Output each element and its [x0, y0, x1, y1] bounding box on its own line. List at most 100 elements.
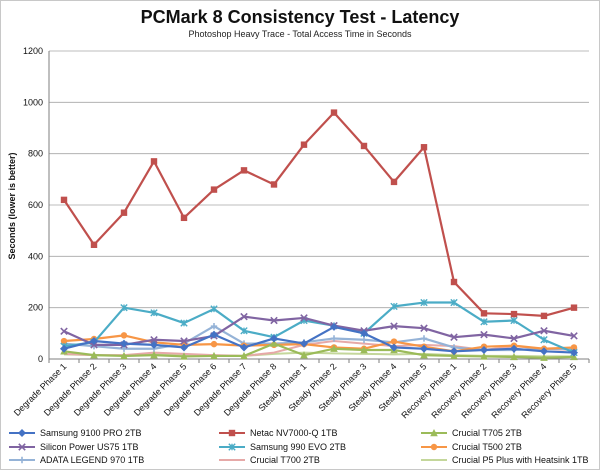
data-point — [420, 344, 428, 353]
data-point — [18, 443, 26, 451]
data-point — [210, 351, 218, 360]
data-point — [270, 316, 278, 325]
data-point — [180, 214, 188, 222]
x-tick-label: Degrade Phase 4 — [102, 361, 159, 418]
data-point — [570, 332, 578, 340]
y-tick-label: 1000 — [23, 97, 43, 107]
series-2 — [60, 109, 578, 320]
data-point — [150, 335, 158, 344]
legend-item: Samsung 990 EVO 2TB — [219, 442, 346, 452]
data-point — [450, 351, 458, 360]
data-point — [240, 167, 248, 174]
series-line — [63, 315, 575, 346]
y-tick-label: 200 — [28, 303, 43, 313]
y-tick-label: 800 — [28, 149, 43, 159]
data-point — [540, 353, 548, 361]
y-tick-label: 600 — [28, 200, 43, 210]
data-point — [480, 346, 488, 355]
data-point — [540, 336, 548, 344]
series-line — [63, 325, 575, 354]
data-point — [120, 303, 128, 312]
legend-label: Netac NV7000-Q 1TB — [250, 428, 338, 438]
data-point — [150, 351, 158, 359]
data-point — [240, 351, 248, 360]
data-point — [150, 309, 158, 317]
data-point — [420, 144, 428, 151]
x-tick-label: Recovery Phase 4 — [489, 361, 548, 420]
y-axis-label: Seconds (lower is better) — [7, 152, 17, 259]
data-point — [300, 339, 308, 348]
data-point — [90, 337, 98, 346]
legend-item: ADATA LEGEND 970 1TB — [9, 455, 144, 465]
data-point — [228, 443, 236, 451]
data-point — [90, 241, 98, 248]
legend-item: Samsung 9100 PRO 2TB — [9, 428, 142, 438]
data-point — [120, 339, 128, 348]
data-point — [480, 310, 488, 317]
data-point — [330, 335, 338, 342]
legend-item: Crucial P5 Plus with Heatsink 1TB — [421, 455, 589, 465]
data-point — [18, 456, 26, 464]
data-point — [540, 312, 548, 320]
data-point — [150, 158, 158, 165]
data-point — [420, 298, 428, 307]
data-point — [180, 337, 188, 345]
data-point — [450, 333, 458, 341]
data-point — [180, 352, 188, 360]
legend-label: Crucial T705 2TB — [452, 428, 522, 438]
data-point — [570, 344, 578, 351]
data-point — [270, 334, 278, 343]
legend-label: Crucial T500 2TB — [452, 442, 522, 452]
data-point — [450, 278, 458, 286]
data-point — [210, 305, 218, 313]
data-point — [360, 336, 368, 343]
data-point — [270, 339, 278, 347]
x-tick-label: Recovery Phase 5 — [519, 361, 578, 420]
legend-item: Crucial T500 2TB — [421, 442, 522, 452]
data-point — [60, 196, 68, 204]
data-point — [18, 429, 26, 437]
data-point — [330, 344, 338, 352]
legend-label: Samsung 990 EVO 2TB — [250, 442, 346, 452]
series-line — [63, 342, 575, 359]
data-point — [450, 347, 458, 356]
x-tick-label: Degrade Phase 1 — [12, 361, 69, 418]
series-line — [63, 301, 575, 354]
x-tick-label: Degrade Phase 5 — [132, 361, 189, 418]
chart-subtitle: Photoshop Heavy Trace - Total Access Tim… — [189, 29, 412, 39]
x-tick-label: Recovery Phase 1 — [399, 361, 458, 420]
data-point — [510, 334, 518, 343]
series-1 — [60, 322, 578, 357]
series-group — [60, 109, 578, 361]
x-tick-label: Degrade Phase 6 — [162, 361, 219, 418]
data-point — [360, 346, 368, 354]
x-tick-label: Degrade Phase 7 — [192, 361, 249, 418]
chart-title: PCMark 8 Consistency Test - Latency — [141, 7, 460, 27]
data-point — [180, 343, 188, 352]
data-point — [510, 352, 518, 361]
legend: Samsung 9100 PRO 2TB Netac NV7000-Q 1TB Cr… — [9, 428, 589, 465]
data-point — [240, 327, 248, 335]
data-point — [228, 429, 236, 437]
data-point — [210, 322, 218, 330]
data-point — [480, 330, 488, 339]
data-point — [240, 312, 248, 321]
data-point — [300, 351, 308, 359]
data-point — [240, 343, 248, 352]
legend-item: Silicon Power US75 1TB — [9, 442, 139, 452]
series-3 — [60, 339, 578, 361]
data-point — [90, 351, 98, 359]
data-point — [390, 338, 398, 345]
y-tick-label: 1200 — [23, 46, 43, 56]
data-point — [480, 352, 488, 360]
data-point — [570, 348, 578, 357]
x-tick-label: Degrade Phase 2 — [42, 361, 99, 418]
data-point — [390, 322, 398, 330]
data-point — [420, 324, 428, 332]
gridlines — [49, 50, 589, 360]
data-point — [270, 181, 278, 188]
data-point — [210, 186, 218, 193]
data-point — [60, 327, 68, 336]
data-point — [430, 443, 438, 451]
